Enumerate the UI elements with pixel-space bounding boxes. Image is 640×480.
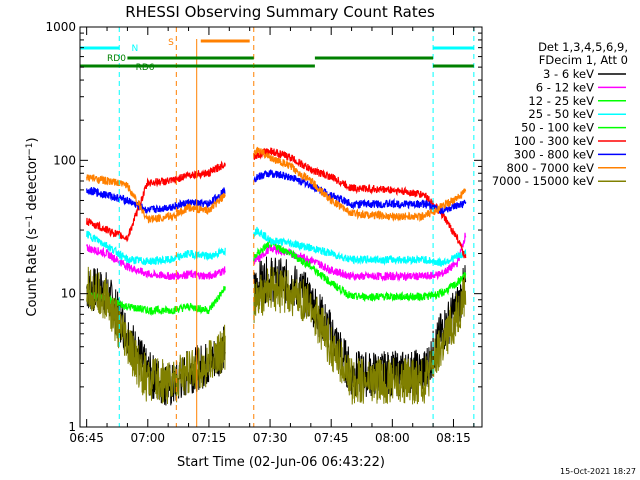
marker-N: N [131,44,138,54]
x-tick-label: 07:15 [192,431,227,445]
legend-entry-label: 50 - 100 keV [521,121,594,135]
y-tick-label: 100 [53,153,76,167]
timestamp: 15-Oct-2021 18:27 [560,467,636,476]
x-axis-label: Start Time (02-Jun-06 06:43:22) [177,455,385,470]
series-line [86,186,226,214]
x-tick-label: 08:15 [436,431,471,445]
series-layer [86,146,467,406]
y-tick-label: 1 [68,420,76,434]
y-tick-label: 1000 [45,20,76,34]
legend-entry-label: 12 - 25 keV [528,94,594,108]
axis-ticks: 06:45 07:00 07:15 07:30 07:45 08:00 08:15 1 10 10… [45,20,482,445]
series-line [253,226,467,267]
series-line [253,266,467,405]
legend-entry-label: 25 - 50 keV [528,107,594,121]
legend-entry-label: 6 - 12 keV [536,80,594,94]
series-line [86,243,226,281]
legend-entry-label: 3 - 6 keV [543,67,594,81]
x-tick-label: 06:45 [69,431,104,445]
series-line [86,230,226,266]
x-tick-label: 07:45 [314,431,349,445]
chart-title: RHESSI Observing Summary Count Rates [125,3,435,21]
legend: Det 1,3,4,5,6,9, FDecim 1, Att 0 3 - 6 k… [492,40,628,188]
marker-RD6: RD6 [136,63,155,73]
legend-entry-label: 800 - 7000 keV [506,161,594,175]
legend-entry-label: 7000 - 15000 keV [492,174,594,188]
legend-header-2: FDecim 1, Att 0 [539,53,628,67]
series-line [86,160,226,243]
annotation-layer: N RD0 RD6 S [80,27,475,427]
y-tick-label: 10 [61,287,76,301]
series-line [253,146,467,223]
x-tick-label: 08:00 [375,431,410,445]
series-line [86,266,226,405]
legend-entry-label: 300 - 800 keV [514,147,594,161]
x-tick-label: 07:00 [130,431,165,445]
series-line [86,174,226,224]
series-line [253,238,467,303]
legend-entry-label: 100 - 300 keV [514,134,594,148]
legend-header-1: Det 1,3,4,5,6,9, [538,40,628,54]
y-axis-label: Count Rate (s−1 detector−1) [25,137,40,316]
series-line [253,169,467,215]
marker-RD0: RD0 [107,54,126,64]
plot-frame [79,26,483,428]
marker-S: S [168,38,174,48]
x-tick-label: 07:30 [253,431,288,445]
